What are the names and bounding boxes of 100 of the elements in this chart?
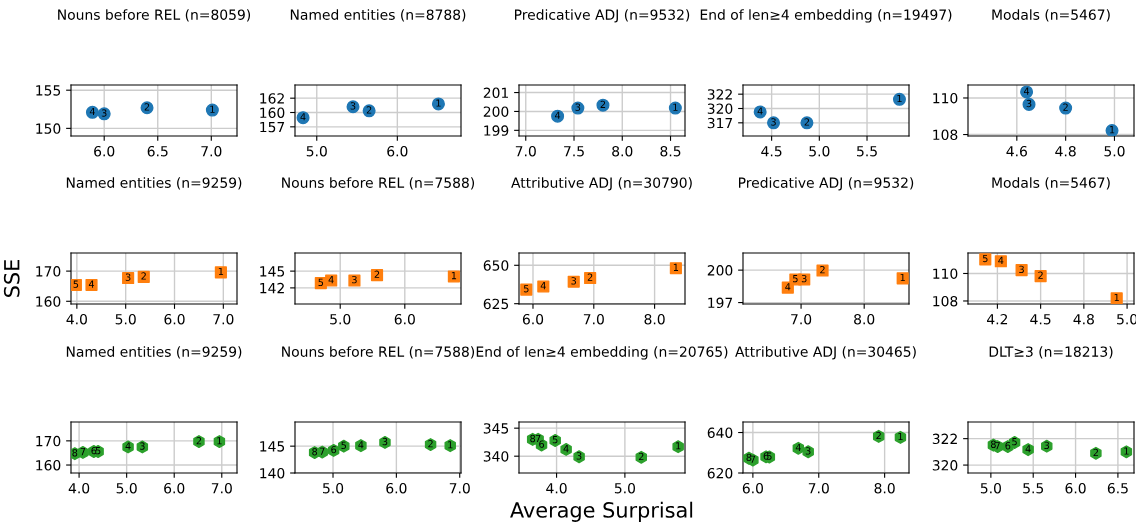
x-tick-label: 5.0 [116,482,137,494]
x-tick-label: 5.5 [1023,483,1044,494]
x-tick-label: 7.0 [449,482,470,494]
annotation: 6 [1005,442,1011,450]
annotation: 2 [428,440,433,448]
annotation: 3 [1019,265,1024,273]
annotation: 5 [95,447,101,455]
annotation: 4 [1025,445,1031,453]
annotation: 2 [196,437,202,445]
annotation: 5 [1012,438,1017,446]
annotation: 2 [374,270,380,278]
x-tick-label: 8.0 [854,313,875,325]
y-tick-label: 110 [933,268,958,279]
chart-title: Attributive ADJ (n=30790) [511,177,692,191]
x-tick-label: 8.5 [660,145,681,157]
y-tick-label: 150 [36,123,61,134]
x-tick-label: 8.0 [644,313,665,325]
annotation: 5 [982,254,988,263]
annotation: 7 [995,442,1000,450]
annotation: 2 [1063,103,1068,111]
y-tick-label: 322 [932,433,957,445]
annotation: 1 [676,442,681,450]
annotation: 2 [600,100,606,108]
annotation: 3 [350,102,356,110]
annotation: 1 [900,273,905,281]
annotation: 4 [757,107,763,115]
annotation: 5 [73,280,79,288]
annotation: 4 [89,107,95,116]
annotation: 7 [535,434,541,443]
x-tick-label: 7.5 [564,146,584,157]
annotation: 2 [804,118,810,126]
chart-title: Nouns before REL (n=8059) [58,9,251,22]
y-tick-label: 108 [933,295,958,307]
annotation: 2 [1038,271,1043,279]
annotation: 2 [1093,448,1099,456]
x-tick-label: 6.0 [387,145,408,157]
x-tick-label: 4.0 [546,482,567,494]
annotation: 2 [366,106,372,114]
annotation: 2 [820,265,825,274]
annotation: 3 [125,273,131,281]
annotation: 5 [318,278,324,287]
annotation: 4 [554,111,561,119]
y-tick-label: 200 [707,265,733,276]
annotation: 3 [801,274,807,283]
chart-title: Predicative ADJ (n=9532) [739,177,914,191]
annotation: 3 [140,442,145,450]
annotation: 3 [771,118,776,126]
annotation: 3 [352,275,357,284]
annotation: 5 [552,436,558,444]
y-tick-label: 160 [260,107,285,118]
annotation: 4 [785,283,791,291]
x-tick-label: 5.0 [809,145,830,157]
x-tick-label: 7.0 [515,145,536,157]
annotation: 8 [746,453,752,462]
x-tick-label: 6.5 [147,145,168,157]
x-tick-label: 7.0 [201,145,222,157]
chart-title: End of len≥4 embedding (n=19497) [700,9,952,23]
annotation: 2 [141,272,146,280]
annotation: 3 [382,437,388,446]
y-tick-label: 155 [36,85,61,96]
y-axis-title: SSE [3,260,20,297]
annotation: 3 [1044,441,1050,449]
annotation: 8 [72,449,78,457]
y-tick-label: 145 [260,266,285,277]
x-tick-label: 4.6 [1006,145,1027,157]
annotation: 2 [587,273,593,281]
y-tick-label: 170 [36,266,61,277]
x-tick-label: 7.0 [583,313,604,325]
annotation: 3 [575,103,581,111]
annotation: 1 [673,103,678,111]
chart-title: Modals (n=5467) [992,177,1110,190]
x-tick-label: 6.0 [164,313,185,325]
chart-title: End of len≥4 embedding (n=20765) [476,346,728,360]
x-tick-label: 7.0 [211,482,232,494]
annotation: 5 [341,441,347,449]
annotation: 1 [218,267,224,275]
annotation: 2 [638,452,644,460]
chart-title: Nouns before REL (n=7588) [282,177,475,190]
x-tick-label: 6.0 [386,482,407,494]
x-tick-label: 5.0 [1104,145,1125,157]
y-tick-label: 199 [484,125,509,136]
y-tick-label: 620 [707,467,733,479]
x-axis-title: Average Surprisal [510,501,693,522]
x-tick-label: 5.0 [115,313,136,325]
annotation: 3 [576,452,582,460]
y-tick-label: 108 [933,129,958,141]
y-tick-label: 140 [260,467,285,479]
annotation: 1 [210,105,215,113]
x-tick-label: 7.0 [791,313,812,325]
y-tick-label: 142 [260,282,284,294]
chart-title: Modals (n=5467) [992,9,1110,22]
y-tick-label: 340 [483,451,509,462]
annotation: 2 [876,431,881,440]
annotation: 4 [125,442,131,450]
chart-title: Attributive ADJ (n=30465) [735,346,916,360]
annotation: 1 [217,437,222,445]
annotation: 7 [80,448,86,456]
y-tick-label: 650 [483,260,509,271]
annotation: 1 [436,99,441,107]
x-tick-label: 4.5 [1030,314,1051,325]
